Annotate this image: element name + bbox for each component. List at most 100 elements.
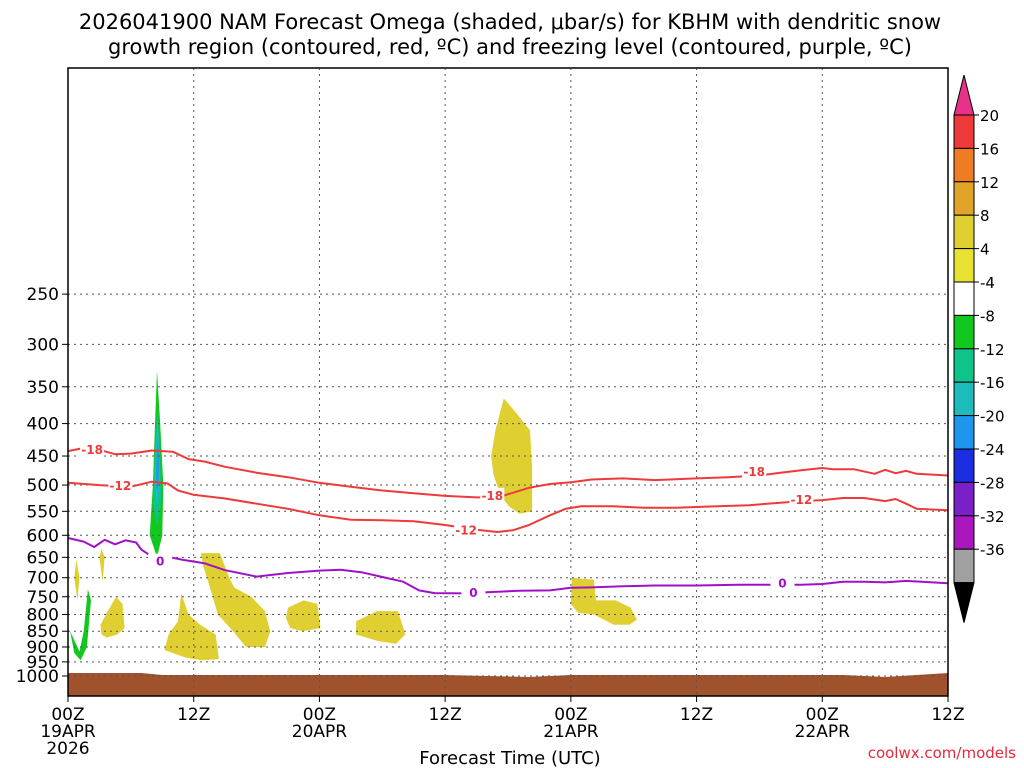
x-tick-label-0-2: 19APR [40,722,96,742]
y-tick-label-550: 550 [27,502,59,522]
contour-label-bg--12-2 [789,492,814,508]
omega-region-14 [164,593,219,661]
colorbar-label-12: -32 [980,508,1005,526]
colorbar-label-0: 20 [980,107,999,125]
contour-line--18-0 [67,447,949,499]
colorbar-bin-6 [953,281,975,316]
y-tick-label-600: 600 [27,526,59,546]
grid-lines [67,68,949,696]
contour-label-layer: -18 -18 -18 -12 -12 -12 0 0 0 [80,441,814,601]
colorbar-top-arrow [953,74,975,116]
colorbar-label-9: -20 [980,408,1005,426]
contour-label-bg-0-1 [461,585,486,601]
contour-label-bg--18-1 [480,487,505,503]
colorbar-bin-11 [953,448,975,483]
colorbar-label-5: -4 [980,274,995,292]
contour-label-bg--12-1 [454,522,479,538]
omega-region-16 [285,600,321,632]
y-tick-label-850: 850 [27,622,59,642]
omega-region-0 [68,416,74,524]
x-tick-label-84-1: 12Z [931,705,964,725]
contour-label-bg--18-2 [742,464,767,480]
colorbar-bin-9 [953,381,975,417]
y-tick-label-950: 950 [27,653,59,673]
x-tick-label-24-1: 00Z [303,705,336,725]
colorbar-label-6: -8 [980,307,995,325]
omega-region-11 [99,548,105,582]
y-tick-label-1000: 1000 [16,667,59,687]
omega-region-19 [570,577,637,625]
x-tick-label-48-2: 21APR [543,722,599,742]
colorbar-bin-7 [953,314,975,350]
plot-frame [67,67,949,697]
colorbar-label-2: 12 [980,174,999,192]
chart-title-line-1: 2026041900 NAM Forecast Omega (shaded, μ… [79,10,941,34]
x-tick-label-48-1: 00Z [554,705,587,725]
colorbar-bin-4 [953,214,975,250]
contour-label--18-2: -18 [743,465,765,479]
omega-region-7 [68,569,98,664]
x-axis-title: Forecast Time (UTC) [419,748,600,768]
x-tick-label-24-2: 20APR [292,722,348,742]
contour-label-0-1: 0 [469,586,477,600]
y-tick-label-900: 900 [27,638,59,658]
chart-title-line-2: growth region (contoured, red, ºC) and f… [108,35,912,59]
y-tick-label-250: 250 [27,285,59,305]
x-tick-label-72-1: 00Z [806,705,839,725]
colorbar-label-7: -12 [980,341,1005,359]
omega-region-10 [74,559,80,601]
x-tick-label-12-1: 12Z [177,705,210,725]
contour-label-0-0: 0 [156,555,164,569]
colorbar-label-10: -24 [980,441,1005,459]
colorbar-bin-1 [953,114,975,149]
contour-label--12-1: -12 [455,524,477,538]
contour-line--12-1 [67,480,949,533]
contour-line-0-2 [67,537,949,595]
x-tick-label-60-1: 12Z [680,705,713,725]
credit-link[interactable]: coolwx.com/models [868,744,1016,762]
colorbar-label-3: 8 [980,207,990,225]
omega-region-12 [100,596,125,638]
surface-ground [68,673,948,696]
colorbar-label-4: 4 [980,241,990,259]
omega-region-6 [806,288,813,375]
y-axis: 2503003504004505005506006507007508008509… [16,285,68,687]
omega-region-9 [773,604,825,664]
y-tick-label-750: 750 [27,588,59,608]
contour-label--12-2: -12 [790,493,812,507]
y-tick-label-800: 800 [27,606,59,626]
contour-label-bg-0-2 [770,575,795,591]
y-tick-label-400: 400 [27,415,59,435]
omega-region-15 [230,585,271,647]
x-tick-label-0-1: 00Z [51,705,84,725]
colorbar-bin-12 [953,481,975,517]
surface-ground-layer [68,673,948,696]
x-tick-label-72-2: 22APR [795,722,851,742]
colorbar-bin-5 [953,248,975,283]
colorbar-label-8: -16 [980,374,1005,392]
omega-region-8 [70,589,91,661]
y-tick-label-700: 700 [27,569,59,589]
y-tick-label-500: 500 [27,476,59,496]
colorbar-bin-8 [953,348,975,383]
contour-label-bg--12-0 [108,478,133,494]
colorbar-bin-2 [953,147,975,183]
contour-label-bg-0-0 [148,553,173,569]
colorbar-bin-3 [953,181,975,216]
colorbar-label-1: 16 [980,140,999,158]
x-tick-label-0-3: 2026 [46,739,89,759]
contour-label--12-0: -12 [110,479,132,493]
omega-region-17 [356,611,406,644]
colorbar: 20 16 12 8 4 -4 -8 -12 -16 -20 -24 -28 -32 -36 [953,74,1005,623]
colorbar-bottom-arrow [953,582,975,623]
contour-label--18-0: -18 [81,443,103,457]
colorbar-label-13: -36 [980,541,1005,559]
colorbar-bin-14 [953,548,975,584]
y-tick-label-650: 650 [27,548,59,568]
contour-label-bg--18-0 [80,441,105,457]
colorbar-bin-10 [953,415,975,450]
y-tick-label-300: 300 [27,335,59,355]
y-tick-label-450: 450 [27,447,59,467]
